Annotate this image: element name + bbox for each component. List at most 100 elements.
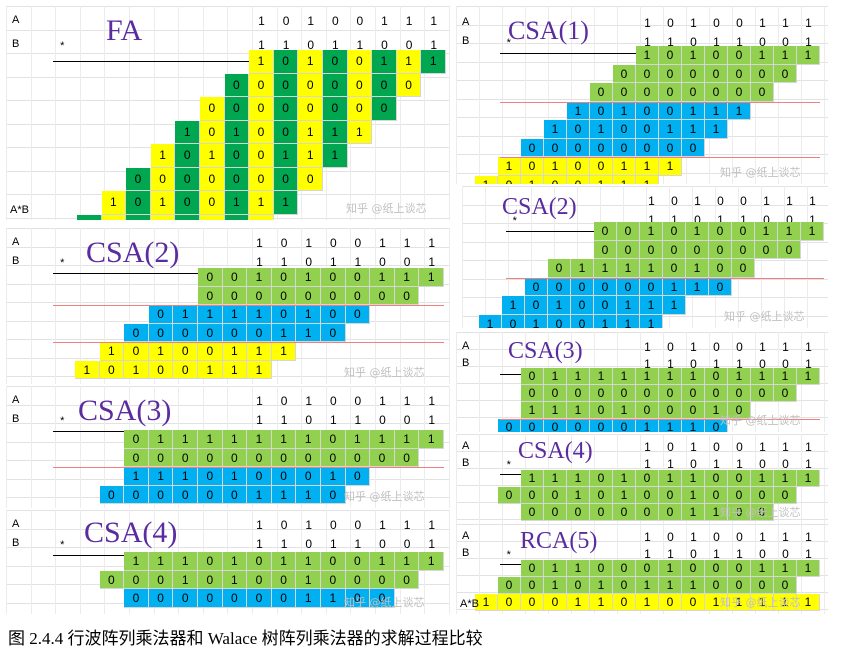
- partial-product-bit: 0: [271, 305, 297, 324]
- partial-product-bit: 0: [571, 277, 594, 296]
- row-label: A: [462, 16, 470, 28]
- partial-product-bit: 0: [298, 73, 323, 97]
- partial-product-bit: 0: [636, 120, 659, 139]
- partial-product-bit: 1: [273, 191, 299, 215]
- operand-bit: 1: [280, 536, 288, 551]
- partial-product-bit: 0: [175, 191, 200, 215]
- partial-product-bit: 0: [498, 175, 521, 184]
- grid-line: [424, 228, 426, 384]
- partial-product-bit: 1: [544, 120, 567, 139]
- operand-bit: 1: [736, 357, 743, 371]
- multiply-sign: *: [506, 549, 511, 561]
- operand-bit: 1: [430, 14, 438, 28]
- operand-bit: 1: [805, 16, 812, 30]
- partial-product-bit: 0: [247, 570, 272, 589]
- operand-bit: 1: [717, 212, 724, 227]
- partial-product-bit: 1: [682, 46, 705, 65]
- partial-product-bit: 1: [271, 323, 297, 342]
- partial-product-bit: 1: [728, 368, 751, 385]
- operand-bit: 0: [713, 340, 720, 354]
- partial-product-bit: 0: [525, 277, 548, 296]
- partial-product-bit: 0: [521, 504, 544, 521]
- partial-product-bit: 0: [321, 570, 346, 589]
- partial-product-bit: 0: [321, 268, 346, 287]
- partial-product-bit: 0: [273, 73, 299, 97]
- operand-bit: 1: [280, 254, 288, 269]
- partial-product-bit: 1: [175, 120, 200, 144]
- row-label: B: [462, 357, 470, 369]
- operand-bit: 1: [809, 212, 816, 227]
- operand-bit: 0: [759, 547, 766, 561]
- partial-product-bit: 1: [705, 594, 728, 611]
- partial-product-bit: 1: [296, 589, 321, 608]
- grid-line: [375, 228, 376, 384]
- grid-line: [456, 468, 828, 469]
- partial-product-bit: 0: [774, 577, 797, 594]
- row-label: A: [12, 236, 20, 248]
- partial-product-bit: 0: [321, 323, 346, 342]
- operand-bit: 1: [786, 194, 793, 208]
- partial-product-bit: 0: [659, 487, 682, 504]
- partial-product-bit: 1: [590, 368, 613, 385]
- partial-product-bit: 1: [613, 470, 636, 487]
- partial-product-bit: 0: [273, 120, 299, 144]
- partial-product-bit: 1: [797, 560, 820, 577]
- partial-product-bit: 0: [659, 83, 682, 102]
- partial-product-bit: 1: [124, 360, 149, 379]
- partial-product-bit: 1: [394, 430, 420, 449]
- panel-csa1: A B * CSA(1) 1 1 1 0 0 1 0 1 1 0 0 1 1 0 1 1 1 1 1 0 0 1 0 1 0 0 0 0 0 0 0…: [456, 6, 828, 184]
- grid-line: [824, 6, 825, 184]
- operand-bit: 1: [256, 518, 263, 532]
- partial-product-bit: 0: [663, 222, 686, 241]
- partial-product-bit: 0: [636, 470, 659, 487]
- partial-product-bit: 0: [323, 50, 348, 74]
- partial-product-bit: 0: [663, 240, 686, 259]
- partial-product-bit: 0: [778, 240, 801, 259]
- operand-bit: 1: [403, 236, 411, 250]
- panel-title: RCA(5): [520, 528, 598, 554]
- multiply-sign: *: [506, 459, 511, 471]
- grid-line: [462, 204, 828, 206]
- partial-product-bit: 0: [173, 448, 198, 467]
- partial-product-bit: 1: [617, 314, 640, 328]
- partial-product-bit: 0: [200, 191, 225, 215]
- partial-product-bit: 1: [249, 50, 274, 74]
- partial-product-bit: 1: [75, 360, 100, 379]
- partial-product-bit: 0: [590, 504, 613, 521]
- partial-product-bit: 1: [394, 268, 420, 287]
- partial-product-bit: 0: [705, 487, 728, 504]
- partial-product-bit: 0: [345, 305, 371, 324]
- partial-product-bit: 0: [567, 385, 590, 402]
- partial-product-bit: 0: [590, 83, 613, 102]
- row-label: B: [12, 412, 20, 425]
- partial-product-bit: 1: [590, 577, 613, 594]
- grid-line: [79, 6, 81, 220]
- partial-product-bit: 0: [521, 157, 544, 176]
- partial-product-bit: 1: [296, 430, 321, 449]
- operand-bit: 1: [356, 37, 364, 52]
- partial-product-bit: 0: [544, 487, 567, 504]
- partial-product-bit: 0: [774, 385, 797, 402]
- operand-bit: 1: [430, 37, 438, 52]
- partial-product-bit: 1: [148, 467, 174, 486]
- operand-bit: 1: [805, 530, 812, 544]
- partial-product-bit: 1: [567, 487, 590, 504]
- partial-product-bit: 1: [751, 594, 774, 611]
- partial-product-bit: 0: [659, 101, 682, 120]
- partial-product-bit: 0: [636, 101, 659, 120]
- partial-product-bit: 1: [370, 552, 395, 571]
- partial-product-bit: 0: [640, 277, 663, 296]
- partial-product-bit: 0: [613, 560, 636, 577]
- grid-line: [502, 434, 503, 524]
- partial-product-bit: 1: [370, 268, 395, 287]
- grid-line: [104, 6, 106, 220]
- grid-line: [456, 524, 457, 614]
- grid-line: [456, 558, 828, 559]
- partial-product-bit: 0: [613, 594, 636, 611]
- partial-product-bit: 1: [372, 50, 397, 74]
- grid-line: [30, 510, 32, 614]
- partial-product-bit: 0: [498, 487, 521, 504]
- partial-product-bit: 0: [198, 448, 223, 467]
- operand-bit: 0: [305, 412, 313, 427]
- partial-product-bit: 0: [659, 504, 682, 521]
